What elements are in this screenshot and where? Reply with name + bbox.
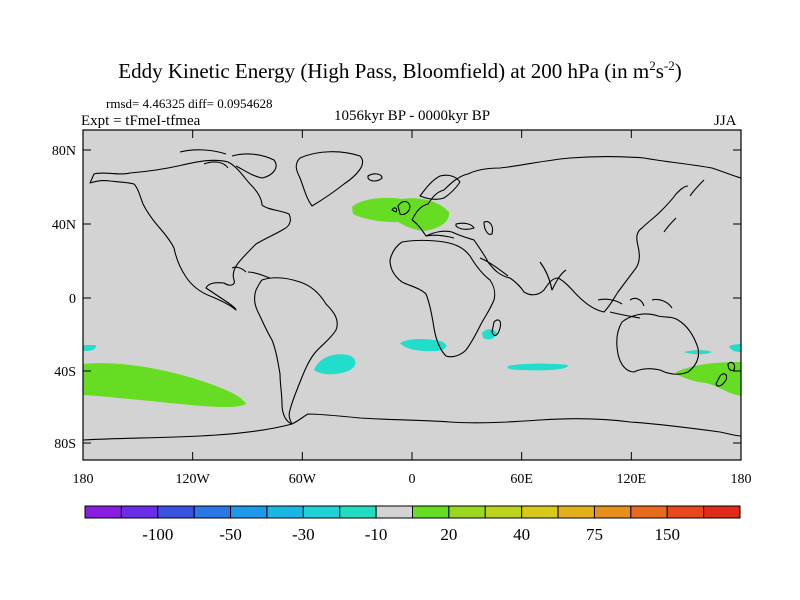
colorbar-swatch <box>193 505 232 519</box>
colorbar-swatch <box>630 505 668 519</box>
anomaly-south-atlantic <box>314 354 356 375</box>
colorbar-swatch <box>593 505 632 519</box>
coast-australia <box>616 313 700 375</box>
colorbar-swatch <box>484 505 523 519</box>
anomaly-tasman <box>676 362 741 396</box>
coast-antarctica <box>82 413 742 441</box>
stats-label: rmsd= 4.46325 diff= 0.0954628 <box>106 96 273 111</box>
colorbar-swatch <box>375 505 414 519</box>
colorbar-label: 40 <box>513 525 530 544</box>
colorbar-swatch <box>302 505 341 519</box>
lon-tick-label: 120W <box>176 472 211 487</box>
coast-arabia-india <box>479 257 567 291</box>
colorbar-swatch <box>557 505 595 519</box>
chart-title: Eddy Kinetic Energy (High Pass, Bloomfie… <box>118 58 682 83</box>
colorbar-swatch <box>120 505 159 519</box>
coast-africa <box>389 239 496 358</box>
map-background <box>83 130 741 460</box>
colorbar-swatch <box>266 505 304 519</box>
coast-madagascar <box>491 319 502 337</box>
coast-british-isles <box>391 200 411 216</box>
colorbar-label: -30 <box>292 525 315 544</box>
anomaly-south-indian <box>507 363 568 371</box>
coast-arctic-islands <box>179 149 277 179</box>
colorbar-swatch <box>339 505 377 519</box>
colorbar: -100 -50 -30 -10 20 40 75 150 <box>84 505 741 544</box>
season-label: JJA <box>714 113 737 129</box>
anomaly-west-edge <box>83 345 96 351</box>
colorbar-swatch <box>157 505 195 519</box>
lon-tick-label: 60E <box>510 472 533 487</box>
coast-indonesia <box>597 297 673 319</box>
lat-tick-label: 40S <box>54 365 76 380</box>
coast-japan <box>663 179 705 233</box>
lat-tick-label: 0 <box>69 292 76 307</box>
coast-new-zealand <box>715 361 736 387</box>
colorbar-swatch <box>521 505 559 519</box>
colorbar-swatch <box>412 505 450 519</box>
lon-tick-label: 180 <box>731 472 752 487</box>
colorbar-swatch <box>703 505 741 519</box>
colorbar-swatch <box>230 505 268 519</box>
colorbar-swatch <box>666 505 705 519</box>
lat-tick-label: 40N <box>52 218 76 233</box>
anomaly-east-edge <box>729 344 741 352</box>
coast-south-america <box>254 277 338 425</box>
colorbar-label: -50 <box>219 525 242 544</box>
anomaly-south-pacific <box>83 363 246 408</box>
colorbar-label: -10 <box>365 525 388 544</box>
anomaly-south-atlantic-east <box>400 338 447 352</box>
lon-tick-label: 180 <box>73 472 94 487</box>
lon-tick-label: 120E <box>617 472 647 487</box>
coast-north-america <box>89 159 291 311</box>
colorbar-label: 20 <box>440 525 457 544</box>
colorbar-label: 75 <box>586 525 603 544</box>
colorbar-swatch <box>448 505 486 519</box>
coast-eurasia <box>411 155 742 313</box>
colorbar-label: -100 <box>142 525 173 544</box>
lon-tick-label: 60W <box>289 472 317 487</box>
coast-scandinavia <box>419 174 461 200</box>
lat-tick-label: 80S <box>54 437 76 452</box>
experiment-label: Expt = tFmeI-tfmea <box>81 113 201 129</box>
coast-iceland <box>367 173 383 182</box>
period-label: 1056kyr BP - 0000kyr BP <box>333 108 491 124</box>
colorbar-label: 150 <box>654 525 680 544</box>
lon-tick-label: 0 <box>409 472 416 487</box>
axis-ticks: 180 120W 60W 0 60E 120E 180 80N 40N 0 40S 80S <box>52 130 752 487</box>
coast-greenland <box>295 151 364 207</box>
coast-caribbean <box>231 266 271 279</box>
colorbar-swatch <box>84 505 122 519</box>
lat-tick-label: 80N <box>52 144 76 159</box>
coastline-layer <box>82 149 742 441</box>
coast-inland-seas <box>425 221 494 239</box>
anomaly-madagascar <box>482 329 497 340</box>
